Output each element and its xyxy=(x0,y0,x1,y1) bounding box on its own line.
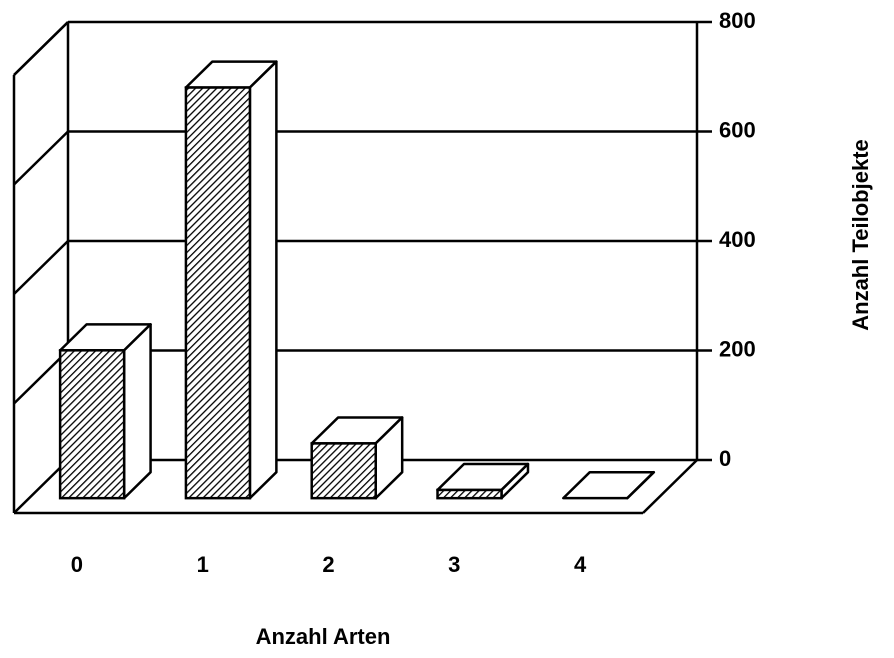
bar-side xyxy=(122,323,152,500)
x-tick-label: 4 xyxy=(574,552,587,577)
bar-side xyxy=(248,60,278,500)
x-tick-label: 2 xyxy=(322,552,334,577)
x-tick-label: 1 xyxy=(197,552,209,577)
bar xyxy=(436,462,530,500)
y-tick-label: 200 xyxy=(719,336,756,361)
bar-front xyxy=(184,86,252,500)
grid-line-side xyxy=(13,240,69,295)
bar-front xyxy=(58,349,126,500)
bar xyxy=(310,416,404,500)
bar xyxy=(184,60,278,500)
bar-front xyxy=(436,488,503,500)
bar-front xyxy=(310,442,377,500)
grid-line-side xyxy=(13,130,69,186)
y-tick-label: 400 xyxy=(719,227,756,252)
x-axis-label: Anzahl Arten xyxy=(256,624,391,649)
bar xyxy=(58,323,152,500)
grid-line-side xyxy=(13,21,69,76)
x-tick-label: 0 xyxy=(71,552,83,577)
x-tick-label: 3 xyxy=(448,552,460,577)
y-tick-label: 600 xyxy=(719,117,756,142)
y-tick-label: 0 xyxy=(719,446,731,471)
y-tick-label: 800 xyxy=(719,8,756,33)
floor-right-edge xyxy=(642,459,698,514)
bar-side xyxy=(626,470,656,500)
y-axis-label: Anzahl Teilobjekte xyxy=(848,139,873,331)
bar xyxy=(562,470,656,500)
